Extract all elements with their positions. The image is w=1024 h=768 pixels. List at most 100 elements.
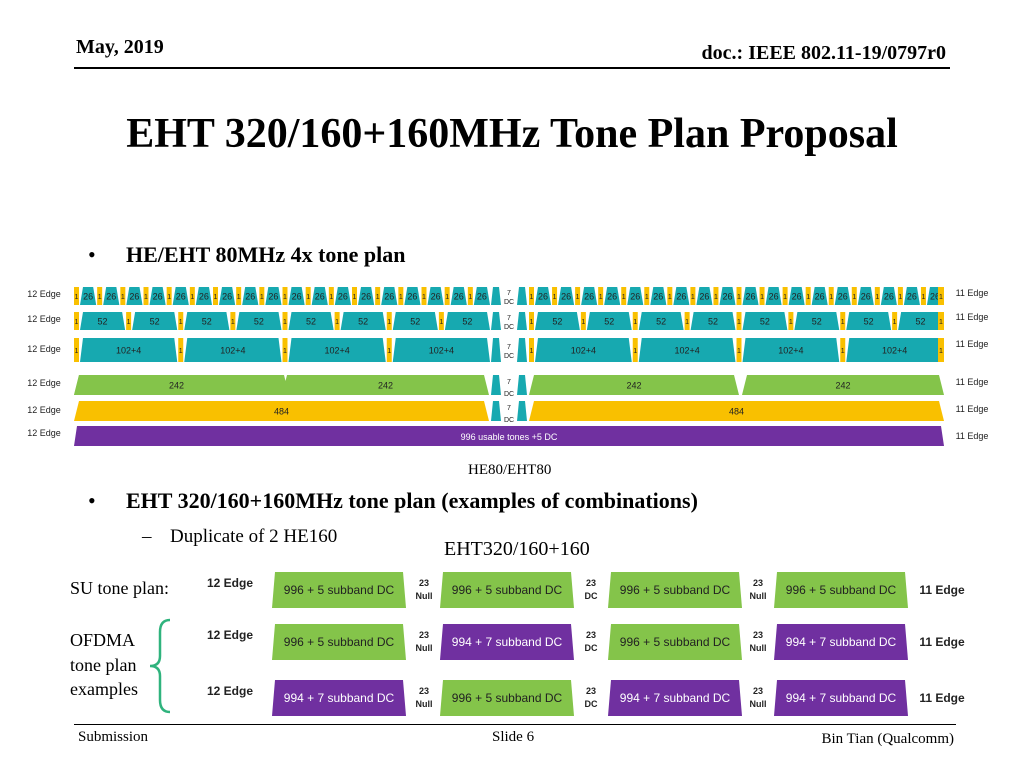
row26-ru-l5-label: 26 <box>199 292 209 302</box>
row26-ru-l1-label: 26 <box>106 292 116 302</box>
row26-ytone-l4 <box>166 287 172 305</box>
row26-ru-r15 <box>880 287 897 305</box>
row52-ytone-l5-label: 1 <box>335 319 339 326</box>
row26-ytone-l7-label: 1 <box>237 294 241 301</box>
row52-ytone-l2 <box>178 312 184 330</box>
row26-ytone-r12-label: 1 <box>806 294 810 301</box>
row106-dc-label: DC <box>504 353 514 360</box>
row26-ru-l12-label: 26 <box>361 292 371 302</box>
row106-ytone-l2 <box>282 338 288 362</box>
row106-ytone-l0-label: 1 <box>75 348 79 355</box>
row106-center-r <box>517 338 527 362</box>
row26-ru-l0-label: 26 <box>83 292 93 302</box>
row26-ytone-l11-label: 1 <box>329 294 333 301</box>
row26-ru-l10-label: 26 <box>315 292 325 302</box>
row26-ru-r6 <box>673 287 690 305</box>
row26-ytone-r9 <box>736 287 742 305</box>
row106-ru-l1 <box>184 338 282 362</box>
row26-ytone-l4-label: 1 <box>167 294 171 301</box>
row52-ru-r5 <box>794 312 840 330</box>
ru242-d <box>742 375 944 395</box>
row26-ru-l9 <box>288 287 305 305</box>
row106-ru-r3 <box>846 338 943 362</box>
row26-ytone-l5 <box>189 287 195 305</box>
row52-ytone-l4-label: 1 <box>283 319 287 326</box>
row52-ytone-r4-label: 1 <box>737 319 741 326</box>
row106-ru-r2 <box>742 338 840 362</box>
row26-ru-r5-label: 26 <box>653 292 663 302</box>
row52-ru-r0-label: 52 <box>552 317 562 327</box>
row52-center-l <box>491 312 501 330</box>
he80-left-edge-3: 12 Edge <box>27 378 61 388</box>
row26-ytone-l15 <box>421 287 427 305</box>
eht-caption: EHT320/160+160 <box>444 538 590 560</box>
row52-ytone-l5 <box>334 312 340 330</box>
ru484-center-r <box>517 401 527 421</box>
row106-ytone-r2-label: 1 <box>737 348 741 355</box>
row26-ytone-r12 <box>805 287 811 305</box>
row26-ru-r13-label: 26 <box>838 292 848 302</box>
row26-ytone-r5-label: 1 <box>645 294 649 301</box>
ru242-center-r <box>517 375 527 395</box>
he80-right-edge-4: 11 Edge <box>956 404 989 414</box>
row26-ru-r7 <box>696 287 713 305</box>
row26-ytone-r14-label: 1 <box>852 294 856 301</box>
row106-ru-r2-label: 102+4 <box>778 346 803 356</box>
row26-ru-l14 <box>404 287 421 305</box>
row106-ytone-end-label: 1 <box>939 348 943 355</box>
row52-ytone-r2-label: 1 <box>633 319 637 326</box>
ru484-r-label: 484 <box>729 407 744 417</box>
row26-ytone-l12-label: 1 <box>353 294 357 301</box>
eht-row2-gap-0-txt: Null <box>416 699 433 709</box>
eht-row1-gap-0-txt: Null <box>416 643 433 653</box>
row26-ru-l8-label: 26 <box>268 292 278 302</box>
row52-ru-r6-label: 52 <box>864 317 874 327</box>
eht-row1-block-1 <box>440 624 574 660</box>
row26-ytone-r7-label: 1 <box>691 294 695 301</box>
row26-ru-r3 <box>604 287 621 305</box>
row26-ru-l17 <box>473 287 490 305</box>
row52-ru-l1 <box>132 312 178 330</box>
row26-ytone-r0-label: 1 <box>530 294 534 301</box>
row106-ytone-end <box>938 338 944 362</box>
row26-ytone-l0 <box>74 287 79 305</box>
row26-ytone-l1 <box>97 287 103 305</box>
row26-ru-r10-label: 26 <box>769 292 779 302</box>
eht-row2-gap-1-txt: DC <box>585 699 598 709</box>
ru996-block <box>74 426 944 446</box>
row52-ru-r5-label: 52 <box>812 317 822 327</box>
eht-row2-gap-2-num: 23 <box>753 686 763 696</box>
footer-slide-number: Slide 6 <box>492 729 535 745</box>
eht-row0-block-1 <box>440 572 574 608</box>
row26-ytone-r15-label: 1 <box>875 294 879 301</box>
he80-right-edge-0: 11 Edge <box>956 288 989 298</box>
row26-ytone-r6 <box>667 287 673 305</box>
row52-ytone-r0-label: 1 <box>530 319 534 326</box>
he80-right-edge-5: 11 Edge <box>956 431 989 441</box>
row26-ytone-l3-label: 1 <box>144 294 148 301</box>
row106-ytone-l1 <box>178 338 184 362</box>
eht-row2-block-2-label: 994 + 7 subband DC <box>620 691 731 705</box>
row106-ru-l1-label: 102+4 <box>220 346 245 356</box>
eht-row2-left-edge: 12 Edge <box>207 684 253 698</box>
he80-left-edge-0: 12 Edge <box>27 289 61 299</box>
row26-ru-r8 <box>719 287 736 305</box>
eht-row1-block-0 <box>272 624 406 660</box>
eht-row1-block-3-label: 994 + 7 subband DC <box>786 635 897 649</box>
eht-row2-gap-2-txt: Null <box>750 699 767 709</box>
eht-row0-gap-1-txt: DC <box>585 591 598 601</box>
row52-ytone-r6 <box>840 312 846 330</box>
row26-dc-seven: 7 <box>507 290 511 297</box>
eht-row0-block-3-label: 996 + 5 subband DC <box>786 583 897 597</box>
ru242-dc-label: DC <box>504 391 514 398</box>
row106-ru-l0-label: 102+4 <box>116 346 141 356</box>
row26-ytone-r10 <box>759 287 765 305</box>
eht-row0-block-3 <box>774 572 908 608</box>
row26-ru-l15-label: 26 <box>431 292 441 302</box>
eht-row0-gap-1-num: 23 <box>586 578 596 588</box>
footer-divider <box>74 724 956 725</box>
row52-ru-r1-label: 52 <box>604 317 614 327</box>
row26-ru-l11-label: 26 <box>338 292 348 302</box>
eht-row1-block-2 <box>608 624 742 660</box>
row26-ytone-l17-label: 1 <box>468 294 472 301</box>
